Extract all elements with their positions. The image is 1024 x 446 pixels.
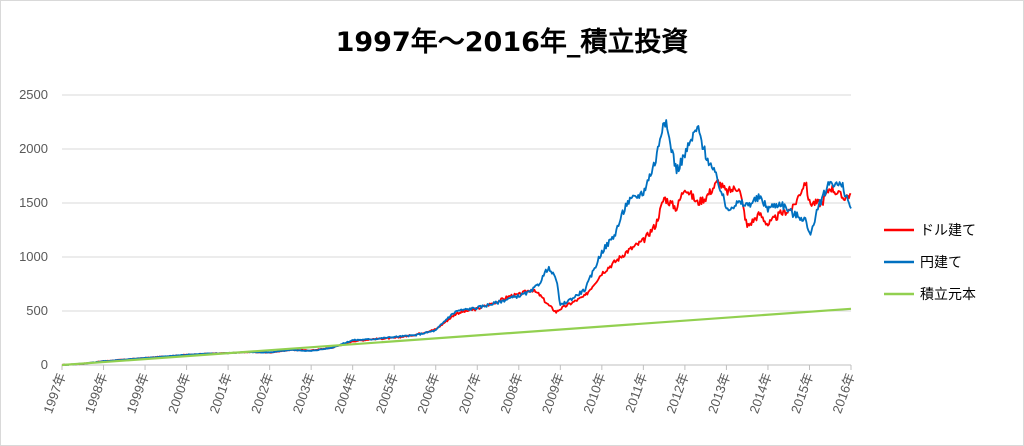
- x-tick-label: 2007年: [456, 371, 484, 416]
- x-tick-label: 2001年: [206, 371, 234, 416]
- x-tick-label: 2014年: [746, 371, 774, 416]
- series-line-1: [62, 119, 852, 366]
- series-lines: [61, 119, 852, 367]
- x-tick-label: 2016年: [829, 371, 857, 416]
- series-line-2: [61, 307, 852, 367]
- x-tick-label: 2011年: [622, 371, 650, 415]
- legend-label: ドル建て: [920, 223, 976, 239]
- x-tick-label: 1997年: [40, 371, 68, 416]
- x-tick-label: 2000年: [165, 371, 193, 416]
- x-tick-label: 2003年: [290, 371, 318, 416]
- y-tick-label: 1000: [19, 249, 48, 264]
- x-tick-label: 2008年: [497, 371, 525, 416]
- x-tick-label: 2013年: [705, 371, 733, 416]
- legend-label: 積立元本: [920, 287, 976, 303]
- x-tick-label: 2015年: [788, 371, 816, 416]
- x-tick-label: 1998年: [82, 371, 110, 416]
- x-tick-label: 2009年: [539, 371, 567, 416]
- legend-label: 円建て: [920, 255, 962, 271]
- x-tick-label: 1999年: [123, 371, 151, 416]
- x-tick-label: 2005年: [373, 371, 401, 416]
- y-tick-label: 1500: [19, 195, 48, 210]
- chart-title: 1997年～2016年_積立投資: [335, 27, 689, 58]
- y-tick-label: 2500: [19, 87, 48, 102]
- x-tick-label: 2004年: [331, 371, 359, 416]
- x-tick-label: 2012年: [663, 371, 691, 416]
- y-tick-label: 2000: [19, 141, 48, 156]
- x-tick-label: 2002年: [248, 371, 276, 416]
- y-tick-label: 500: [26, 303, 48, 318]
- x-axis-tick-labels: 1997年 1998年 1999年 2000年 2001年 2002年 2003年 2004年…: [40, 365, 858, 416]
- gridlines: [62, 94, 851, 366]
- x-tick-label: 2010年: [580, 371, 608, 416]
- x-tick-label: 2006年: [414, 371, 442, 416]
- y-tick-label: 0: [41, 357, 48, 372]
- y-axis-tick-labels: 0 500 1000 1500 2000 2500: [19, 87, 48, 372]
